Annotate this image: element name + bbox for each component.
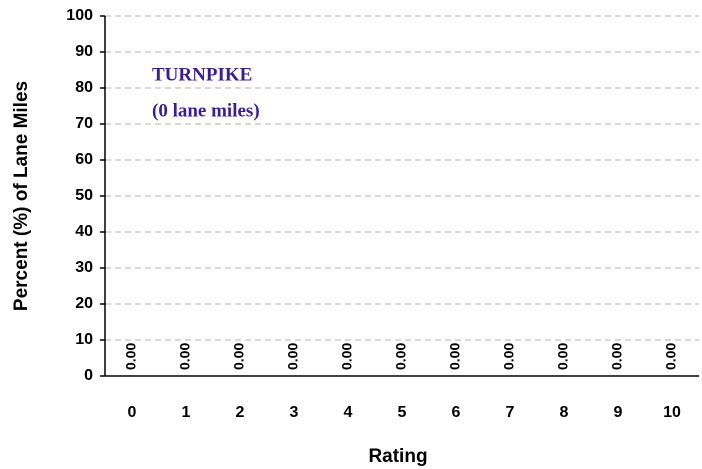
value-label: 0.00 xyxy=(555,343,571,370)
y-tick-label: 40 xyxy=(75,223,93,240)
y-tick-label: 60 xyxy=(75,151,93,168)
x-tick-label: 6 xyxy=(452,404,461,421)
value-label: 0.00 xyxy=(339,343,355,370)
y-tick-label: 30 xyxy=(75,259,93,276)
y-tick-label: 0 xyxy=(84,367,93,384)
x-tick-label: 2 xyxy=(236,404,245,421)
y-tick-label: 20 xyxy=(75,295,93,312)
value-label: 0.00 xyxy=(501,343,517,370)
value-label: 0.00 xyxy=(177,343,193,370)
value-label: 0.00 xyxy=(609,343,625,370)
y-axis-label: Percent (%) of Lane Miles xyxy=(11,81,32,311)
y-tick-label: 70 xyxy=(75,115,93,132)
value-label: 0.00 xyxy=(447,343,463,370)
y-tick-label: 100 xyxy=(66,7,93,24)
x-tick-label: 0 xyxy=(128,404,137,421)
value-label: 0.00 xyxy=(663,343,679,370)
x-tick-label: 10 xyxy=(663,404,681,421)
x-tick-label: 1 xyxy=(182,404,191,421)
x-tick-label: 9 xyxy=(614,404,623,421)
x-tick-label: 4 xyxy=(344,404,353,421)
y-tick-label: 10 xyxy=(75,331,93,348)
value-label: 0.00 xyxy=(285,343,301,370)
x-tick-label: 7 xyxy=(506,404,515,421)
x-tick-label: 3 xyxy=(290,404,299,421)
value-label: 0.00 xyxy=(123,343,139,370)
x-tick-label: 8 xyxy=(560,404,569,421)
annotation: (0 lane miles) xyxy=(152,100,260,121)
annotation: TURNPIKE xyxy=(152,64,252,85)
y-tick-label: 90 xyxy=(75,43,93,60)
y-tick-label: 80 xyxy=(75,79,93,96)
value-label: 0.00 xyxy=(231,343,247,370)
x-tick-label: 5 xyxy=(398,404,407,421)
x-axis-label: Rating xyxy=(368,446,427,467)
value-label: 0.00 xyxy=(393,343,409,370)
y-tick-label: 50 xyxy=(75,187,93,204)
